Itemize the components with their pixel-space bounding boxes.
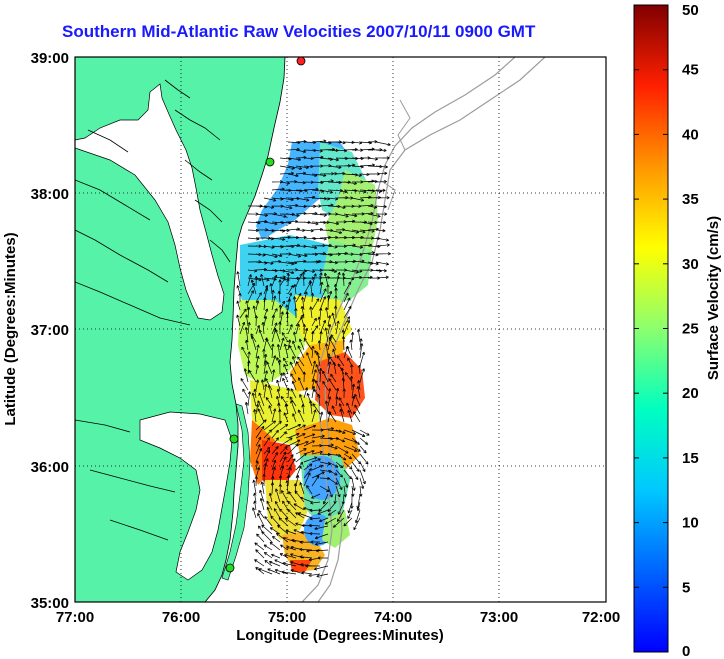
radar-site-marker xyxy=(265,157,275,167)
y-axis-ticks: 39:00 38:00 37:00 36:00 35:00 xyxy=(31,50,69,612)
y-tick-label: 37:00 xyxy=(31,322,69,339)
colorbar-tick-label: 30 xyxy=(682,256,699,273)
colorbar-tick-label: 20 xyxy=(682,385,699,402)
x-tick-label: 76:00 xyxy=(162,609,200,626)
colorbar-ticks: 0 5 10 15 20 25 30 35 40 45 50 xyxy=(634,2,699,659)
colorbar-tick-label: 10 xyxy=(682,515,699,532)
grid-lines xyxy=(75,57,606,602)
y-tick-label: 38:00 xyxy=(31,186,69,203)
colorbar-tick-label: 0 xyxy=(682,643,690,659)
colorbar-tick-label: 35 xyxy=(682,191,699,208)
colorbar-tick-label: 15 xyxy=(682,450,699,467)
radar-sites xyxy=(225,56,306,573)
x-tick-label: 73:00 xyxy=(480,609,518,626)
y-tick-label: 36:00 xyxy=(31,459,69,476)
western-shore-rivers xyxy=(75,129,191,326)
radar-site-marker xyxy=(225,563,235,573)
colorbar xyxy=(633,4,669,653)
x-tick-label: 75:00 xyxy=(268,609,306,626)
bathymetry-contour-1 xyxy=(317,57,546,602)
colorbar-tick-label: 40 xyxy=(682,126,699,143)
radar-site-marker xyxy=(229,434,239,444)
velocity-arrows xyxy=(236,139,391,578)
current-vectors xyxy=(236,139,391,578)
pamlico-sound xyxy=(139,411,233,581)
colorbar-tick-label: 25 xyxy=(682,321,699,338)
map-title: Southern Mid-Atlantic Raw Velocities 200… xyxy=(62,22,536,41)
plot-frame xyxy=(74,56,607,603)
x-tick-label: 74:00 xyxy=(374,609,412,626)
bathymetry-contour-3 xyxy=(379,99,411,211)
colorbar-label: Surface Velocity (cm/s) xyxy=(705,216,722,380)
radar-site-marker xyxy=(296,56,306,66)
x-axis-label: Longitude (Degrees:Minutes) xyxy=(236,627,444,644)
y-axis-label: Latitude (Degrees:Minutes) xyxy=(2,232,19,425)
y-tick-label: 39:00 xyxy=(31,50,69,67)
sound-rivers xyxy=(75,419,176,541)
x-axis-ticks: 77:00 76:00 75:00 74:00 73:00 72:00 xyxy=(56,609,620,626)
eastern-shore-rivers xyxy=(164,79,231,263)
colorbar-tick-label: 45 xyxy=(682,62,699,79)
y-tick-label: 35:00 xyxy=(31,595,69,612)
outer-banks xyxy=(221,403,251,581)
chesapeake-bay xyxy=(75,83,225,321)
colorbar-tick-label: 5 xyxy=(682,579,690,596)
x-tick-label: 72:00 xyxy=(582,609,620,626)
x-tick-label: 77:00 xyxy=(56,609,94,626)
colorbar-tick-label: 50 xyxy=(682,2,699,19)
